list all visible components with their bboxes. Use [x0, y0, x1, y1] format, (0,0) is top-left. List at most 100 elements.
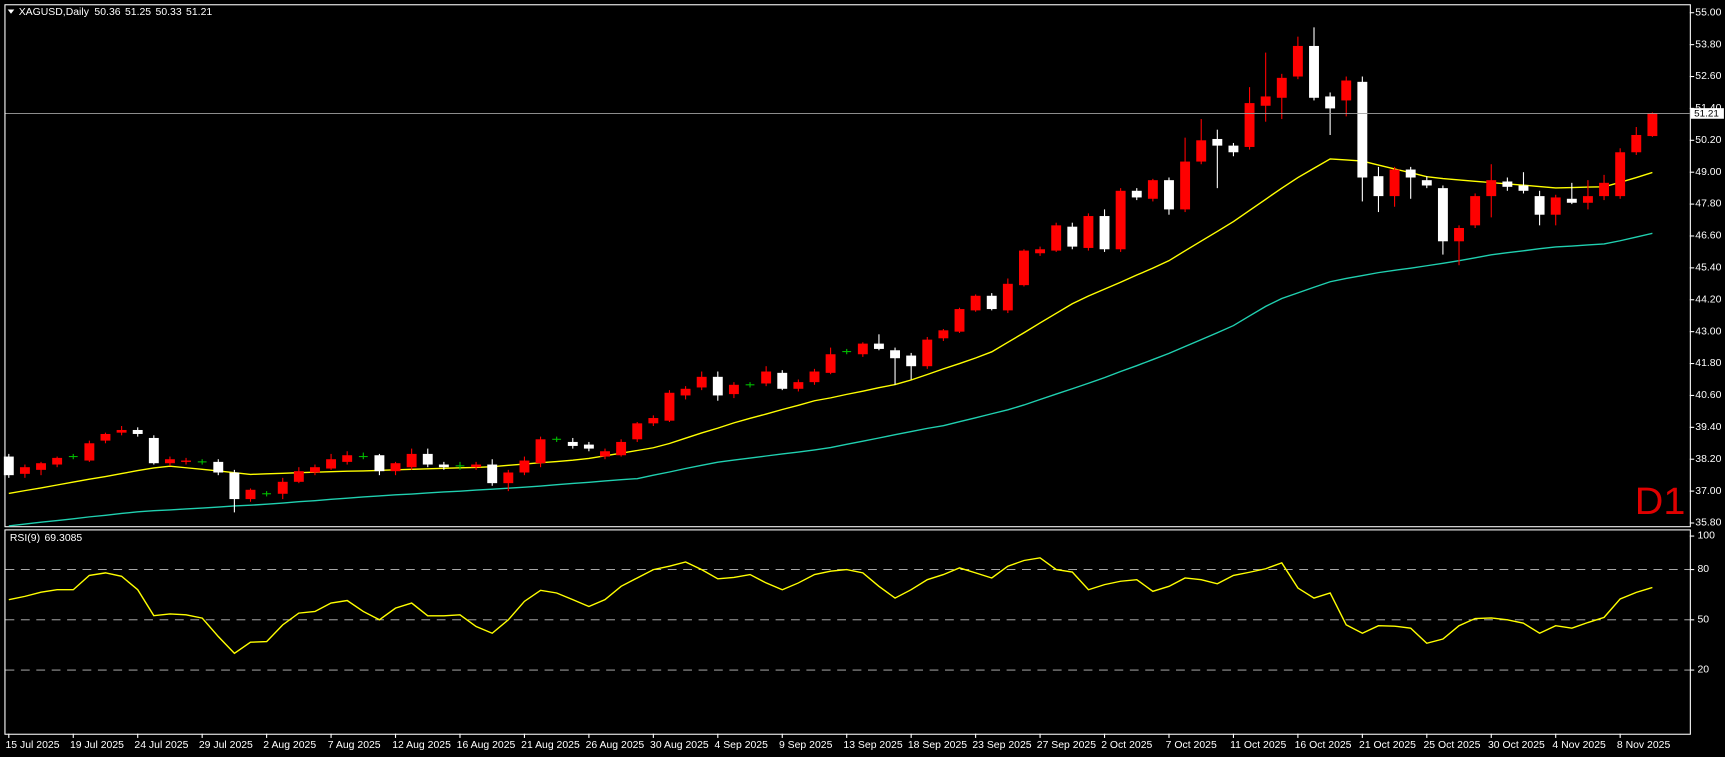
candle-body: [1341, 80, 1352, 101]
y-tick-label: 37.00: [1695, 486, 1721, 497]
candle-body: [1615, 152, 1626, 197]
candle-body: [1002, 283, 1013, 311]
candle-body: [148, 437, 159, 464]
candle-body: [36, 463, 46, 470]
candle-body: [1421, 180, 1432, 186]
candle-body: [406, 453, 417, 468]
candle-body: [164, 459, 175, 464]
x-tick-label: 21 Aug 2025: [521, 740, 580, 751]
candle-body: [503, 472, 514, 484]
candle-body: [809, 371, 820, 383]
candle-body: [600, 451, 610, 457]
candle-body: [1083, 216, 1094, 248]
rsi-line: [8, 557, 1653, 655]
candle-body: [1309, 45, 1319, 98]
candle-body: [1212, 138, 1223, 146]
symbol-title: XAGUSD,Daily: [19, 7, 90, 18]
candle-body: [583, 444, 594, 449]
x-tick-label: 27 Sep 2025: [1037, 740, 1097, 751]
candle-body: [3, 456, 14, 476]
x-tick-label: 4 Sep 2025: [715, 740, 769, 751]
candle-body: [1228, 145, 1239, 153]
candle-body: [1470, 196, 1481, 226]
candle-body: [712, 376, 723, 396]
y-tick-label: 40.60: [1695, 390, 1721, 401]
x-tick-label: 26 Aug 2025: [586, 740, 645, 751]
candle-body: [1035, 249, 1046, 254]
candle-body: [1164, 180, 1174, 210]
y-tick-label: 49.00: [1695, 167, 1721, 178]
close-value: 51.21: [186, 7, 212, 18]
candle-body: [535, 439, 546, 464]
menu-arrow[interactable]: [7, 9, 15, 14]
candle-body: [52, 457, 63, 465]
candle-body: [1550, 197, 1561, 215]
x-tick-label: 11 Oct 2025: [1230, 740, 1286, 751]
candle-body: [438, 464, 449, 468]
candle-body: [132, 429, 143, 434]
candle-body: [1131, 190, 1142, 198]
candle-body: [1389, 169, 1400, 197]
y-tick-label: 52.60: [1695, 71, 1721, 82]
candle-body: [1099, 216, 1110, 250]
y-tick-label: 53.80: [1695, 39, 1721, 50]
candle-body: [1260, 96, 1271, 106]
rsi-panel-frame: [4, 529, 1691, 735]
candle-body: [954, 309, 965, 332]
y-tick-label: 35.80: [1695, 518, 1721, 529]
y-tick-label: 55.00: [1695, 8, 1721, 19]
x-tick-label: 18 Sep 2025: [908, 740, 968, 751]
candle-body: [1115, 190, 1126, 250]
x-tick-label: 16 Oct 2025: [1295, 740, 1352, 751]
candle-body: [873, 343, 884, 349]
candle-body: [1292, 45, 1303, 77]
candle-body: [680, 388, 691, 396]
y-tick-label: 41.80: [1695, 358, 1721, 369]
candle-body: [1599, 182, 1610, 197]
candle-body: [487, 464, 498, 484]
high-value: 51.25: [125, 7, 151, 18]
candle-body: [229, 472, 240, 500]
candle-body: [1454, 228, 1464, 242]
candle-body: [471, 464, 482, 468]
candle-body: [777, 372, 788, 389]
chart-header: XAGUSD,Daily 50.36 51.25 50.33 51.21: [19, 7, 213, 18]
x-tick-label: 23 Sep 2025: [972, 740, 1032, 751]
candle-body: [648, 418, 659, 424]
candle-body: [1147, 180, 1158, 199]
candle-body: [890, 350, 901, 359]
candle-body: [616, 441, 627, 456]
y-tick-label: 50: [1697, 615, 1709, 626]
y-tick-label: 45.40: [1695, 263, 1721, 274]
candle-body: [728, 384, 739, 395]
candle-body: [342, 455, 353, 462]
candle-body: [422, 453, 433, 465]
x-tick-label: 19 Jul 2025: [70, 740, 124, 751]
candle-body: [1196, 140, 1207, 162]
x-tick-label: 29 Jul 2025: [199, 740, 253, 751]
x-tick-label: 8 Nov 2025: [1617, 740, 1671, 751]
candle-body: [632, 423, 643, 440]
candle-body: [1180, 161, 1191, 210]
candle-body: [213, 461, 224, 473]
candle-body: [696, 376, 707, 388]
y-tick-label: 46.60: [1695, 231, 1721, 242]
x-tick-label: 16 Aug 2025: [457, 740, 516, 751]
x-tick-label: 21 Oct 2025: [1359, 740, 1416, 751]
candle-body: [1582, 196, 1593, 203]
candle-body: [19, 467, 30, 474]
candle-body: [1631, 134, 1642, 153]
candle-body: [310, 467, 320, 473]
y-tick-label: 47.80: [1695, 199, 1721, 210]
x-tick-label: 30 Oct 2025: [1488, 740, 1545, 751]
candle-body: [567, 441, 578, 446]
main-panel-frame: [4, 4, 1691, 528]
candle-body: [986, 295, 997, 310]
x-tick-label: 9 Sep 2025: [779, 740, 833, 751]
x-tick-label: 2 Oct 2025: [1101, 740, 1152, 751]
candle-body: [1244, 103, 1255, 147]
y-tick-label: 44.20: [1695, 295, 1721, 306]
candle-body: [1051, 225, 1062, 251]
x-tick-label: 25 Oct 2025: [1424, 740, 1481, 751]
